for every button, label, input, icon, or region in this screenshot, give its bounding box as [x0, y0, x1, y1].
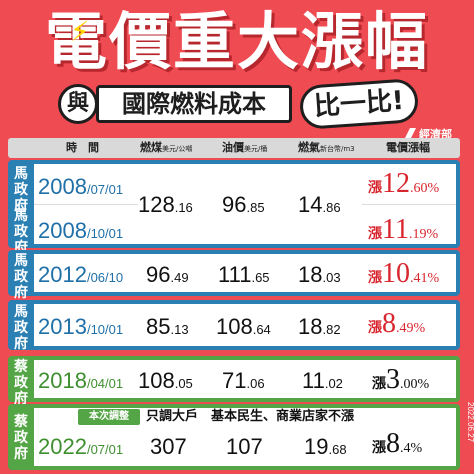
note-text: 只調大戶 基本民生、商業店家不漲 — [146, 409, 355, 424]
coal-price: 96.49 — [146, 262, 189, 287]
rate-increase: 漲12.60% — [368, 168, 440, 199]
main-title: 電價重大漲幅 — [44, 5, 429, 78]
subtitle-row: 與 國際燃料成本 比一比! — [0, 77, 474, 131]
rate-increase: 漲8.4% — [372, 428, 423, 459]
coal-price: 307 — [150, 434, 187, 459]
row-date: 2013/10/01 — [38, 314, 124, 339]
header-oil: 油價美元/桶 — [222, 141, 268, 154]
oil-price: 71.06 — [222, 368, 265, 393]
oil-price: 111.65 — [218, 262, 270, 287]
lightning-icon: ⚡ — [70, 16, 90, 47]
gas-price: 18.82 — [298, 314, 341, 339]
header-rate: 電價漲幅 — [386, 141, 430, 154]
row-group-2013: 馬政府 — [8, 300, 460, 352]
rate-increase: 漲10.41% — [368, 258, 440, 289]
party-label: 馬政府 — [14, 166, 28, 214]
party-label: 馬政府 — [14, 253, 28, 301]
gas-price: 11.02 — [302, 368, 343, 393]
logo-text: 經濟部 — [419, 128, 452, 141]
row-group-2018: 蔡政府 — [8, 356, 460, 407]
header-gas: 燃氣新台幣/m3 — [298, 141, 355, 154]
row-date: 2022/07/01 — [38, 434, 124, 459]
gas-price: 14.86 — [298, 192, 341, 217]
row-date: 2018/04/01 — [38, 368, 124, 393]
coal-price: 128.16 — [138, 192, 193, 217]
row-date: 2008/10/01 — [38, 218, 124, 243]
date-stamp: 2022.06.27 — [466, 402, 474, 443]
note-tag: 本次調整 — [78, 409, 140, 425]
party-label: 蔡政府 — [14, 414, 28, 462]
party-label: 馬政府 — [14, 208, 28, 256]
compare-bubble: 比一比! — [298, 77, 420, 131]
header-coal: 燃煤美元/公噸 — [140, 141, 193, 154]
gas-price: 18.03 — [298, 262, 341, 287]
table-header: 時 間 燃煤美元/公噸 油價美元/桶 燃氣新台幣/m3 電價漲幅 — [8, 138, 460, 158]
coal-price: 108.05 — [138, 368, 193, 393]
subtitle-prefix: 與 — [58, 84, 98, 124]
header-time: 時 間 — [66, 141, 99, 154]
party-label: 蔡政府 — [14, 359, 28, 407]
row-date: 2008/07/01 — [38, 174, 124, 199]
oil-price: 96.85 — [222, 192, 265, 217]
row-group-2012: 馬政府 — [8, 250, 460, 301]
adjustment-note: 本次調整 只調大戶 基本民生、商業店家不漲 — [34, 408, 454, 426]
ministry-logo: 經濟部 — [404, 126, 452, 142]
coal-price: 85.13 — [146, 314, 189, 339]
rate-increase: 漲3.00% — [372, 364, 430, 395]
rate-increase: 漲11.19% — [368, 214, 439, 245]
subtitle: 國際燃料成本 — [96, 85, 292, 123]
rate-increase: 漲8.49% — [368, 308, 426, 339]
row-date: 2012/06/10 — [38, 262, 124, 287]
oil-price: 107 — [226, 434, 263, 459]
oil-price: 108.64 — [216, 314, 271, 339]
gas-price: 19.68 — [304, 434, 347, 459]
party-label: 馬政府 — [14, 304, 28, 352]
